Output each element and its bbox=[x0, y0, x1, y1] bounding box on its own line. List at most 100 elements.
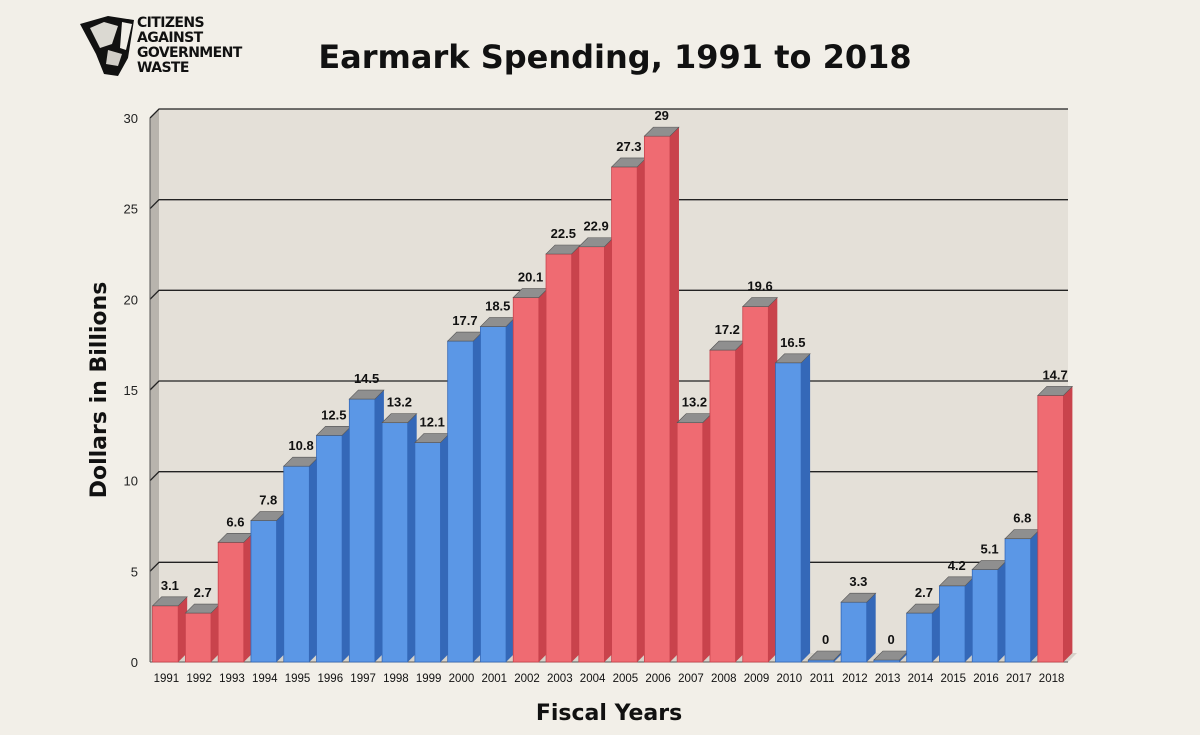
bar-front bbox=[316, 434, 343, 663]
data-label: 27.3 bbox=[616, 139, 641, 154]
bar-front bbox=[480, 326, 507, 663]
x-tick-label: 1997 bbox=[350, 673, 376, 685]
bar-side bbox=[440, 433, 450, 662]
data-label: 12.1 bbox=[420, 415, 445, 430]
bar bbox=[905, 603, 942, 663]
data-label: 29 bbox=[654, 108, 668, 123]
data-label: 13.2 bbox=[387, 395, 412, 410]
x-tick-label: 1996 bbox=[318, 673, 344, 685]
x-tick-label: 1999 bbox=[416, 673, 442, 685]
hand-torch-icon bbox=[80, 16, 134, 76]
bar-front bbox=[742, 306, 769, 663]
x-tick-label: 2011 bbox=[810, 673, 835, 685]
bar bbox=[1037, 386, 1074, 663]
bar bbox=[971, 560, 1008, 663]
bar bbox=[414, 433, 451, 663]
bar-front bbox=[709, 349, 736, 663]
bar-side bbox=[801, 353, 811, 662]
bar-side bbox=[473, 332, 483, 662]
bar-front bbox=[545, 253, 573, 663]
bar bbox=[315, 426, 352, 663]
x-tick-label: 2008 bbox=[711, 673, 737, 685]
bar-front bbox=[578, 246, 605, 663]
data-label: 10.8 bbox=[288, 438, 313, 453]
bar-front bbox=[152, 605, 179, 663]
bar bbox=[807, 650, 844, 663]
bar-top bbox=[742, 297, 779, 307]
data-label: 14.7 bbox=[1042, 367, 1067, 382]
data-label: 22.9 bbox=[583, 219, 608, 234]
bar-side bbox=[1030, 529, 1040, 662]
x-tick-label: 1998 bbox=[383, 673, 409, 685]
x-tick-label: 2016 bbox=[973, 673, 999, 685]
bar-top bbox=[1037, 386, 1074, 396]
bar bbox=[446, 331, 483, 663]
bar-side bbox=[866, 593, 876, 662]
data-label: 18.5 bbox=[485, 299, 510, 314]
chart-title: Earmark Spending, 1991 to 2018 bbox=[318, 38, 912, 76]
bar-front bbox=[939, 585, 966, 663]
data-label: 5.1 bbox=[980, 542, 998, 557]
bar-side bbox=[735, 341, 745, 662]
data-label: 4.2 bbox=[948, 558, 966, 573]
bar bbox=[250, 511, 287, 663]
bar bbox=[873, 650, 910, 663]
logo-line: AGAINST bbox=[137, 30, 203, 46]
bar bbox=[643, 126, 680, 663]
data-label: 2.7 bbox=[915, 585, 933, 600]
x-tick-label: 2018 bbox=[1039, 673, 1065, 685]
x-tick-label: 2003 bbox=[547, 673, 573, 685]
data-label: 16.5 bbox=[780, 335, 805, 350]
bar-top bbox=[643, 126, 680, 137]
x-tick-label: 1991 bbox=[154, 673, 180, 685]
x-tick-label: 2017 bbox=[1006, 673, 1032, 685]
bar bbox=[1004, 529, 1041, 663]
bar-front bbox=[775, 362, 802, 663]
data-label: 17.7 bbox=[452, 313, 477, 328]
bar-front bbox=[414, 442, 441, 663]
gridline bbox=[149, 108, 1068, 119]
x-tick-label: 1995 bbox=[285, 673, 311, 685]
bar-side bbox=[210, 604, 220, 662]
x-tick-label: 2005 bbox=[613, 673, 639, 685]
bar-side bbox=[768, 297, 778, 662]
y-tick-label: 25 bbox=[124, 202, 138, 217]
bar bbox=[938, 576, 975, 663]
bar bbox=[578, 237, 615, 663]
x-tick-label: 2001 bbox=[481, 673, 507, 685]
x-tick-label: 2015 bbox=[940, 673, 966, 685]
bar bbox=[610, 157, 647, 663]
bar bbox=[184, 603, 221, 663]
x-axis-title: Fiscal Years bbox=[536, 701, 682, 726]
bar bbox=[545, 244, 582, 663]
data-label: 14.5 bbox=[354, 371, 379, 386]
gridline bbox=[149, 199, 1068, 210]
bar-side bbox=[899, 651, 909, 662]
bar-front bbox=[381, 422, 409, 663]
bar-side bbox=[1063, 386, 1073, 662]
x-tick-label: 2014 bbox=[908, 673, 934, 685]
bar-front bbox=[348, 398, 376, 663]
bar bbox=[512, 288, 549, 663]
data-label: 19.6 bbox=[747, 279, 772, 294]
logo-wordmark: CITIZENS AGAINST GOVERNMENT WASTE bbox=[137, 15, 242, 76]
bar-front bbox=[283, 465, 310, 663]
bar-front bbox=[611, 166, 638, 663]
x-tick-label: 2012 bbox=[842, 673, 868, 685]
x-tick-label: 1994 bbox=[252, 673, 278, 685]
bar-side bbox=[997, 560, 1007, 662]
bar bbox=[676, 413, 713, 663]
bar-side bbox=[374, 390, 384, 662]
bar-front bbox=[512, 297, 540, 663]
logo-line: CITIZENS bbox=[137, 15, 205, 31]
x-tick-label: 1993 bbox=[219, 673, 245, 685]
y-axis-title: Dollars in Billions bbox=[87, 282, 112, 499]
bar-front bbox=[1037, 395, 1064, 663]
bar-front bbox=[1004, 538, 1032, 663]
bar bbox=[151, 596, 188, 663]
data-label: 17.2 bbox=[715, 322, 740, 337]
x-tick-label: 2007 bbox=[678, 673, 704, 685]
bar bbox=[381, 413, 418, 663]
data-label: 22.5 bbox=[551, 226, 576, 241]
